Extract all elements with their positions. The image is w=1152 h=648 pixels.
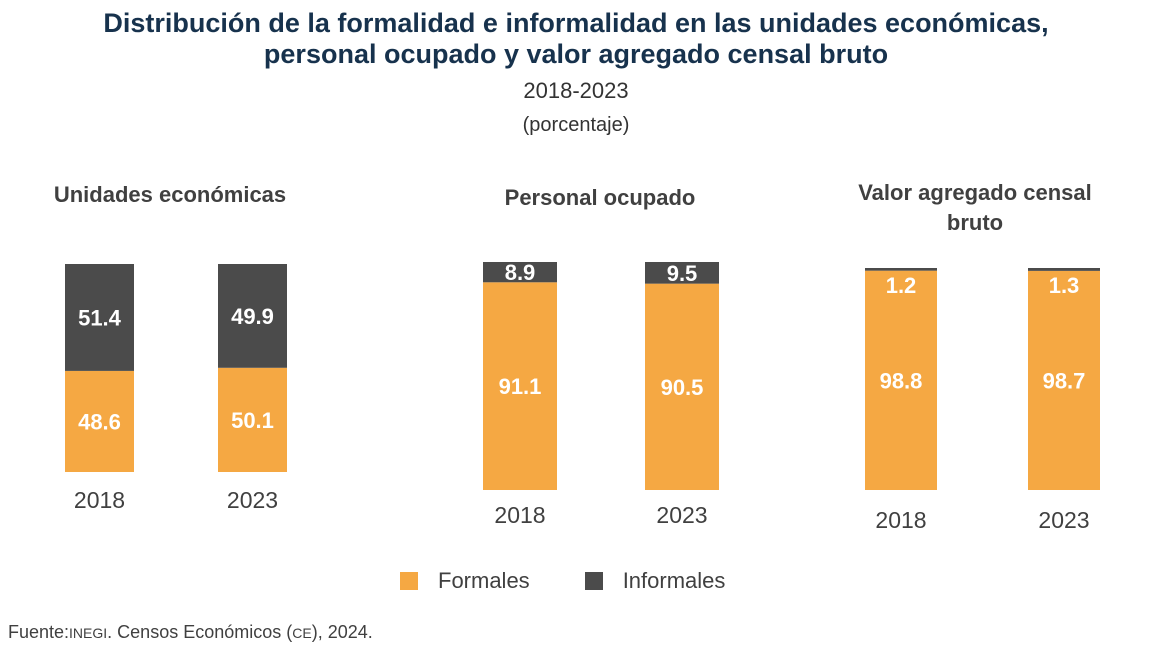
bar-formales-2018 (483, 282, 557, 490)
x-tick-2023: 2023 (656, 502, 707, 528)
bar-informales-2018 (865, 268, 937, 271)
panel-title-personal: Personal ocupado (504, 185, 696, 210)
bar-informales-2023 (1028, 268, 1100, 271)
label-informales-2023: 9.5 (667, 261, 698, 286)
bar-formales-2023 (218, 367, 287, 472)
label-formales-2023: 90.5 (661, 375, 704, 400)
legend-label-informales: Informales (622, 568, 726, 593)
x-tick-2018: 2018 (74, 487, 125, 513)
unit: (porcentaje) (522, 114, 630, 136)
legend: Formales Informales (400, 568, 725, 594)
x-tick-2023: 2023 (227, 487, 278, 513)
label-informales-2023: 1.3 (1049, 273, 1080, 298)
bar-formales-2023 (645, 283, 719, 490)
bar-informales-2023 (645, 262, 719, 284)
panel-title-unidades: Unidades económicas (53, 182, 287, 207)
legend-label-formales: Formales (438, 568, 530, 593)
label-informales-2023: 49.9 (231, 304, 274, 329)
source-note: Fuente:INEGI. Censos Económicos (CE), 20… (8, 622, 373, 642)
bar-formales-2023 (1028, 270, 1100, 490)
label-informales-2018: 51.4 (78, 305, 122, 330)
label-informales-2018: 8.9 (505, 260, 536, 285)
bar-formales-2018 (65, 370, 134, 472)
panel-title-valor: Valor agregado censal bruto (858, 180, 1092, 235)
x-tick-2023: 2023 (1038, 507, 1089, 533)
label-formales-2018: 98.8 (880, 368, 923, 393)
legend-swatch-formales (400, 572, 418, 590)
label-formales-2018: 48.6 (78, 409, 121, 434)
bar-formales-2018 (865, 270, 937, 490)
period: 2018-2023 (523, 78, 629, 103)
bar-informales-2018 (483, 262, 557, 283)
label-formales-2018: 91.1 (499, 374, 542, 399)
label-formales-2023: 50.1 (231, 408, 274, 433)
bar-informales-2018 (65, 264, 134, 371)
label-formales-2023: 98.7 (1043, 368, 1086, 393)
label-informales-2018: 1.2 (886, 273, 917, 298)
x-tick-2018: 2018 (875, 507, 926, 533)
bar-informales-2023 (218, 264, 287, 368)
chart-title: Distribución de la formalidad e informal… (103, 8, 1049, 69)
legend-swatch-informales (584, 572, 603, 590)
x-tick-2018: 2018 (494, 502, 545, 528)
